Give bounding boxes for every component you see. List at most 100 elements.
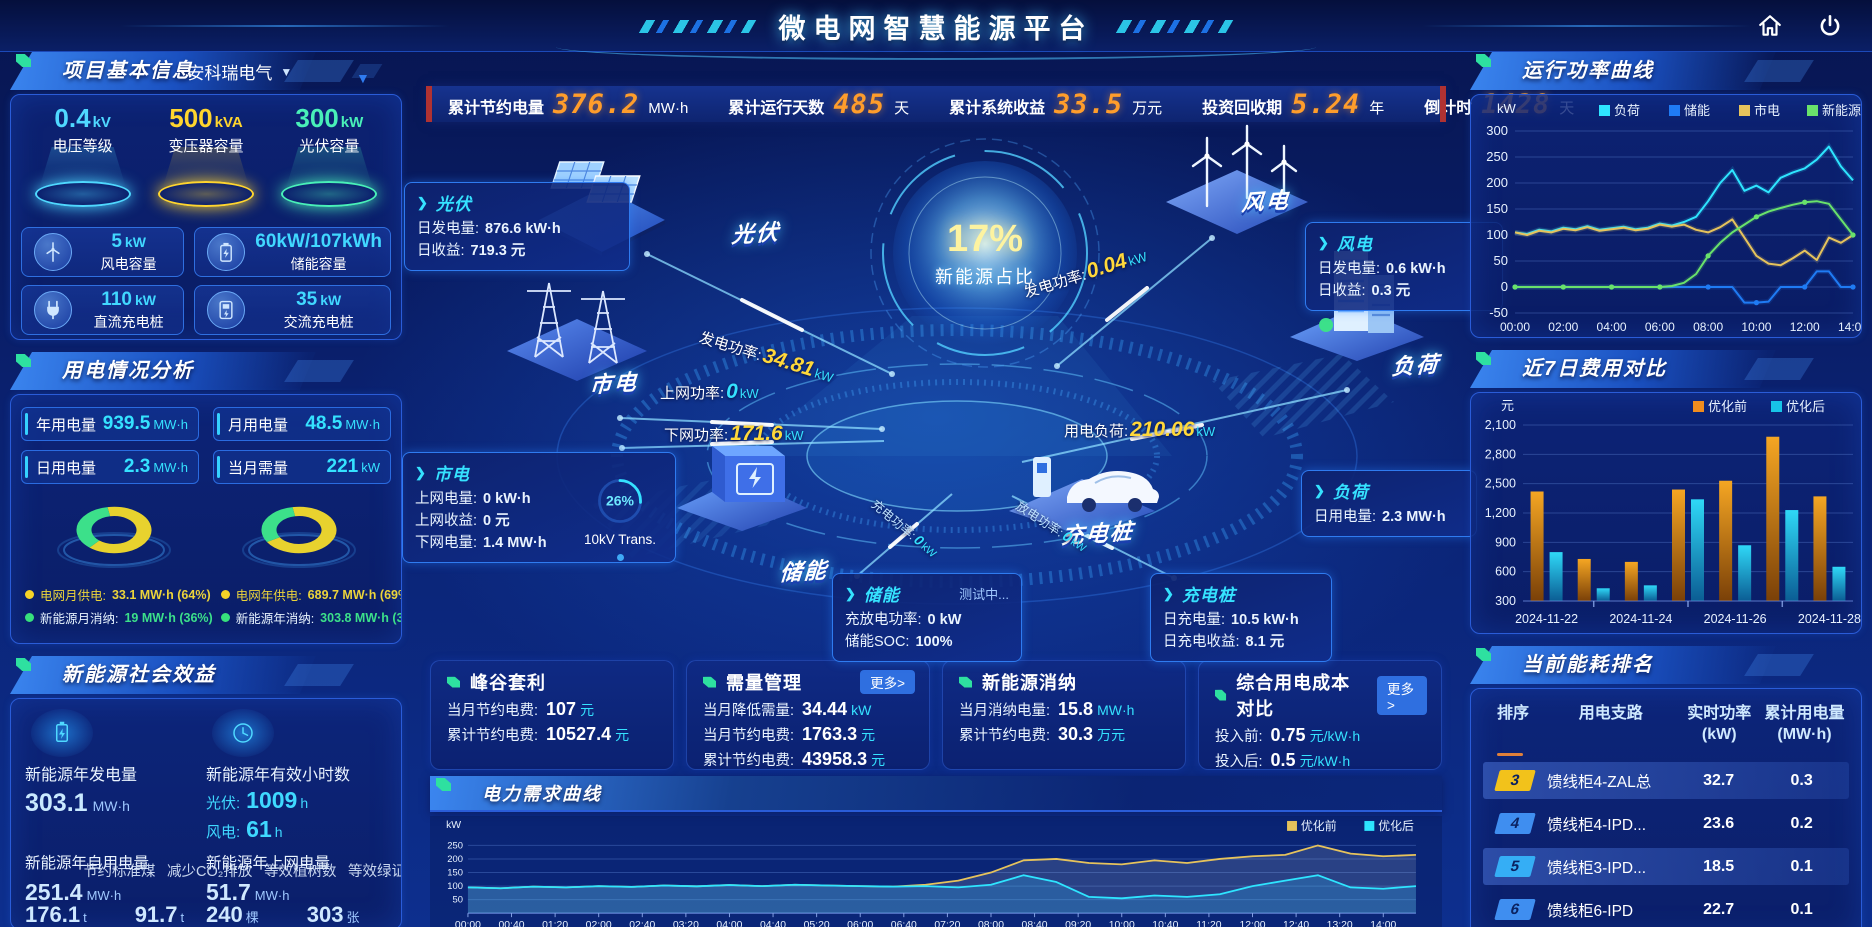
svg-text:300: 300 xyxy=(1495,594,1516,608)
storage-info-box: ❯ 储能 测试中... 充放电功率: 0 kW 储能SOC: 100% xyxy=(832,573,1022,662)
topbar-decor-line-left xyxy=(120,25,450,27)
legend-dot xyxy=(25,613,34,622)
table-row[interactable]: 3 馈线柜4-ZAL总 32.7 0.3 xyxy=(1483,762,1849,799)
column-header: 累计用电量 (MW·h) xyxy=(1764,705,1845,743)
svg-text:100: 100 xyxy=(447,880,463,891)
stat-value: 221 kW xyxy=(326,456,380,477)
svg-text:12:40: 12:40 xyxy=(1283,920,1309,927)
svg-text:02:00: 02:00 xyxy=(586,920,612,927)
stat-value: 48.5 MW·h xyxy=(305,413,380,434)
cone-value: 0.4 kV xyxy=(23,103,141,134)
panel-power-curve: 运行功率曲线 -50 0 50 100 150 200 250 300 kW 负荷 储能 市电 新能源 0… xyxy=(1470,52,1862,338)
table-row[interactable]: 5 馈线柜3-IPD... 18.5 0.1 xyxy=(1483,848,1849,885)
strategy-card-2: 需量管理 更多> 当月降低需量: 34.44 kW 当月节约电费: 1763.3 元累计节约电… xyxy=(686,660,930,770)
chevron-right-icon: ❯ xyxy=(1163,585,1174,601)
card-title: 新能源消纳 xyxy=(982,673,1077,693)
rank-badge: 4 xyxy=(1494,813,1536,834)
cone-number: 500 xyxy=(169,103,213,133)
svg-text:14:00: 14:00 xyxy=(1370,920,1396,927)
branch-name: 馈线柜3-IPD... xyxy=(1547,859,1647,877)
cone-value: 500 kVA xyxy=(147,103,265,134)
svg-text:03:20: 03:20 xyxy=(673,920,699,927)
realtime-power: 23.6 xyxy=(1703,814,1735,832)
svg-text:04:00: 04:00 xyxy=(1597,320,1627,334)
strategy-card-4: 综合用电成本对比 更多> 投入前: 0.75 元/kW·h 投入后: 0.5 元/kW·h xyxy=(1198,660,1442,770)
storage-node-label: 储能 xyxy=(778,557,829,586)
svg-text:250: 250 xyxy=(447,839,463,850)
legend-dot xyxy=(25,590,34,599)
legend-value: 303.8 MW·h (31%) xyxy=(320,610,401,625)
more-button[interactable]: 更多> xyxy=(860,670,915,694)
info-row: 日发电量: 876.6 kW·h xyxy=(417,221,561,237)
svg-text:06:40: 06:40 xyxy=(891,920,917,927)
annual-generation-block: 新能源年发电量 303.1 MW·h xyxy=(25,709,206,843)
panel-cost-compare: 近7日费用对比 300 600 900 1,200 2,500 2,800 2,100 元 优化… xyxy=(1470,350,1862,634)
panel-title: 当前能耗排名 xyxy=(1522,654,1654,676)
strategy-card-3: 新能源消纳 当月消纳电量: 15.8 MW·h 累计节约电费: 30.3 万元 xyxy=(942,660,1186,770)
grid-node-label: 市电 xyxy=(588,369,639,398)
svg-text:06:00: 06:00 xyxy=(847,920,873,927)
panel-corner-icon xyxy=(1476,352,1491,365)
panel-energy-ranking: 当前能耗排名 排序 用电支路 实时功率 (kW) 累计用电量 (MW·h) 3 馈线柜4-ZA… xyxy=(1470,646,1862,927)
metric-label: 等效绿证数 xyxy=(348,864,401,880)
metric-value: 240 棵 xyxy=(206,902,259,927)
info-row: 上网收益: 0 元 xyxy=(415,513,510,529)
legend-value: 19 MW·h (36%) xyxy=(124,610,213,625)
info-box-title: 风电 xyxy=(1336,235,1373,254)
metric-label: 新能源年上网电量 xyxy=(206,855,331,872)
svg-text:13:20: 13:20 xyxy=(1327,920,1353,927)
svg-text:10:40: 10:40 xyxy=(1152,920,1178,927)
cone-unit: kW xyxy=(340,114,364,131)
cone-unit: kVA xyxy=(214,114,243,131)
power-icon[interactable] xyxy=(1814,10,1846,42)
collapse-arrow-icon[interactable]: ▼ xyxy=(356,70,370,86)
wind-hours: 风电: 61 h xyxy=(206,816,283,842)
title-decor-right xyxy=(1115,19,1234,33)
kpi-label: 累计系统收益 xyxy=(949,99,1046,117)
generation-label: 新能源年发电量 xyxy=(25,767,138,784)
card-stat-row: 累计节约电费: 43958.3 元 xyxy=(703,749,886,769)
info-row: 日用电量: 2.3 MW·h xyxy=(1314,509,1446,525)
metric-label: 新能源年自用电量 xyxy=(25,855,150,872)
cone-label: 光伏容量 xyxy=(299,138,360,155)
svg-text:04:40: 04:40 xyxy=(760,920,786,927)
usage-stat-box: 年用电量 939.5 MW·h xyxy=(21,407,199,441)
company-selector[interactable]: 安科瑞电气 ▼ xyxy=(187,59,292,84)
stat-unit: MW·h xyxy=(153,417,188,432)
kpi-item: 投资回收期 5.24 年 xyxy=(1182,89,1404,120)
cone-base-decor xyxy=(34,181,131,207)
carousel-indicator xyxy=(1497,753,1523,756)
stat-value: 2.3 MW·h xyxy=(123,456,188,477)
panel-corner-icon xyxy=(1476,54,1491,67)
legend-item: 新能源年消纳: 303.8 MW·h (31%) xyxy=(220,608,401,627)
legend-label: 新能源月消纳: xyxy=(40,612,119,626)
draw-down-power-flow-label: 下网功率:171.6 kW xyxy=(664,422,804,445)
home-icon[interactable] xyxy=(1754,10,1786,42)
table-row[interactable]: 4 馈线柜4-IPD... 23.6 0.2 xyxy=(1483,805,1849,842)
card-stat-row: 投入前: 0.75 元/kW·h xyxy=(1215,725,1361,745)
panel-corner-icon xyxy=(959,676,972,688)
capacity-label: 储能容量 xyxy=(290,255,347,272)
more-button[interactable]: 更多> xyxy=(1376,675,1427,715)
svg-text:02:00: 02:00 xyxy=(1548,320,1578,334)
table-row[interactable]: 6 馈线柜6-IPD 22.7 0.1 xyxy=(1483,891,1849,927)
svg-text:优化后: 优化后 xyxy=(1786,399,1825,414)
metric-label: 节约标准煤 xyxy=(83,864,156,880)
panel-corner-icon xyxy=(703,676,716,688)
power-curve-chart: -50 0 50 100 150 200 250 300 kW 负荷 储能 市电 新能源 00:00 02:… xyxy=(1486,101,1861,334)
kpi-unit: 万元 xyxy=(1132,99,1163,117)
demand-curve-header: 电力需求曲线 xyxy=(430,776,1442,812)
cone-number: 300 xyxy=(295,103,339,133)
panel-corner-icon xyxy=(16,54,31,67)
benefit-metrics: 新能源年自用电量 节约标准煤 减少CO₂排放 251.4 MW·h 176.1 t 91.7 t… xyxy=(25,851,401,927)
center-column: 累计节约电量 376.2 MW·h 累计运行天数 485 天 累计系统收益 33.5 万元 投资回… xyxy=(402,52,1574,927)
panel-corner-icon xyxy=(16,354,31,367)
metric-value: 251.4 MW·h xyxy=(25,879,122,905)
panel-corner-icon xyxy=(16,658,31,671)
wind-node-label: 风电 xyxy=(1240,187,1291,216)
ev-charger-illustration xyxy=(997,421,1167,541)
svg-text:250: 250 xyxy=(1486,149,1508,164)
banner-background xyxy=(10,656,316,694)
svg-text:12:00: 12:00 xyxy=(1239,920,1265,927)
svg-text:2,100: 2,100 xyxy=(1485,418,1516,432)
